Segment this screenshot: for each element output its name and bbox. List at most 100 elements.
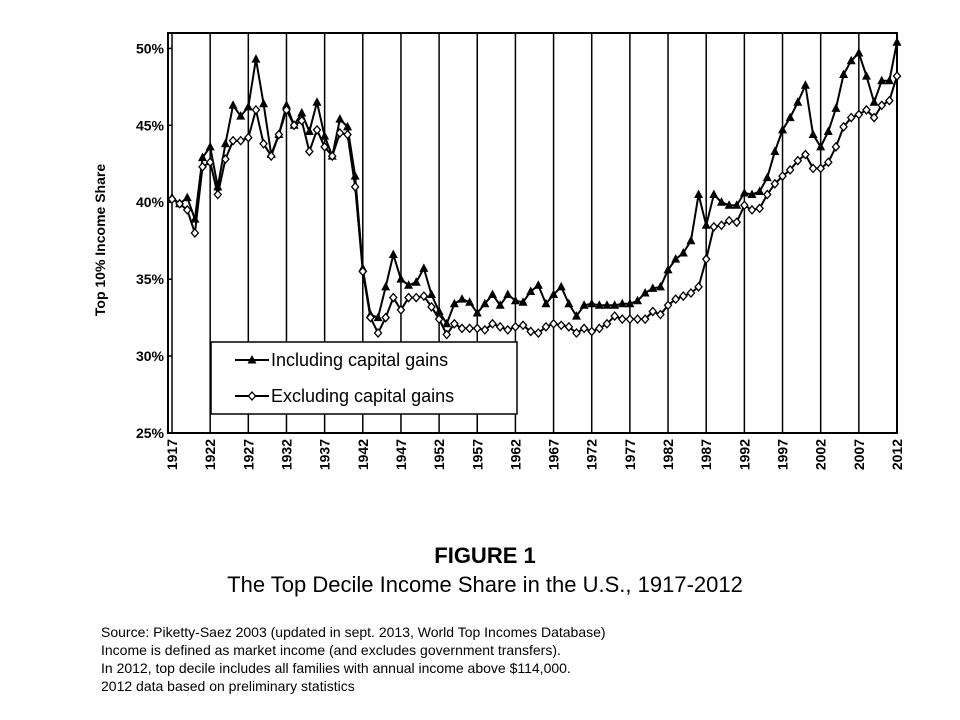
marker-triangle <box>678 248 688 257</box>
marker-triangle <box>671 254 681 263</box>
marker-triangle <box>526 286 536 295</box>
marker-triangle <box>198 152 208 162</box>
x-tick-label: 2007 <box>851 439 867 470</box>
x-tick-label: 1997 <box>775 439 791 470</box>
marker-triangle <box>793 97 803 106</box>
x-tick-label: 1992 <box>736 439 752 470</box>
x-tick-label: 1982 <box>660 439 676 470</box>
marker-diamond <box>247 391 257 401</box>
marker-triangle <box>495 300 505 309</box>
marker-diamond <box>656 309 665 320</box>
y-tick-label: 30% <box>136 348 165 364</box>
marker-diamond <box>266 151 276 162</box>
marker-triangle <box>251 54 261 63</box>
x-tick-label: 1942 <box>355 439 371 470</box>
marker-triangle <box>839 69 849 79</box>
x-tick-label: 1922 <box>202 439 218 470</box>
marker-diamond <box>877 100 887 111</box>
marker-diamond <box>816 163 826 174</box>
marker-diamond <box>228 135 238 146</box>
marker-diamond <box>541 321 551 332</box>
marker-diamond <box>366 312 375 323</box>
marker-diamond <box>801 149 810 160</box>
marker-triangle <box>442 318 452 328</box>
marker-triangle <box>404 280 414 289</box>
marker-diamond <box>495 321 505 332</box>
marker-diamond <box>602 318 612 329</box>
marker-triangle <box>281 100 291 109</box>
marker-triangle <box>297 108 307 117</box>
x-tick-label: 1927 <box>240 439 256 470</box>
marker-triangle <box>259 98 269 108</box>
marker-triangle <box>396 274 406 283</box>
marker-triangle <box>816 141 826 151</box>
marker-diamond <box>457 323 467 334</box>
marker-diamond <box>396 304 406 315</box>
marker-diamond <box>236 135 246 146</box>
marker-triangle <box>663 264 673 274</box>
marker-diamond <box>854 109 864 120</box>
marker-triangle <box>449 298 459 308</box>
marker-triangle <box>411 277 421 286</box>
marker-triangle <box>243 101 253 111</box>
x-tick-label: 1957 <box>469 439 485 470</box>
marker-triangle <box>724 200 734 209</box>
marker-triangle <box>220 138 230 148</box>
marker-triangle <box>602 300 612 309</box>
marker-diamond <box>885 95 894 106</box>
marker-triangle <box>861 71 871 80</box>
marker-triangle <box>472 308 482 317</box>
marker-diamond <box>617 314 627 325</box>
marker-diamond <box>648 306 658 317</box>
marker-diamond <box>335 128 345 138</box>
marker-triangle <box>617 298 627 308</box>
marker-diamond <box>793 155 803 166</box>
marker-diamond <box>259 138 268 149</box>
marker-diamond <box>839 121 848 132</box>
marker-triangle <box>892 37 902 46</box>
marker-diamond <box>411 292 421 303</box>
marker-diamond <box>869 112 879 123</box>
marker-diamond <box>518 320 528 331</box>
marker-diamond <box>251 104 261 115</box>
marker-diamond <box>419 291 429 302</box>
marker-triangle <box>373 312 383 322</box>
marker-triangle <box>320 131 330 140</box>
marker-triangle <box>633 295 643 305</box>
marker-triangle <box>510 295 520 305</box>
marker-triangle <box>785 112 795 122</box>
marker-triangle <box>778 124 788 134</box>
marker-triangle <box>480 298 490 308</box>
x-tick-label: 1937 <box>317 439 333 470</box>
marker-diamond <box>823 157 833 168</box>
marker-diamond <box>686 288 696 298</box>
marker-triangle <box>335 114 345 123</box>
marker-triangle <box>564 298 574 308</box>
marker-triangle <box>709 189 719 199</box>
marker-diamond <box>289 120 299 131</box>
y-tick-label: 50% <box>136 40 165 56</box>
marker-diamond <box>610 311 619 322</box>
marker-triangle <box>205 141 215 151</box>
marker-triangle <box>739 188 749 197</box>
plot-frame <box>167 32 898 434</box>
figure-label: FIGURE 1 <box>434 543 535 568</box>
note: Source: Piketty-Saez 2003 (updated in se… <box>101 624 606 640</box>
marker-triangle <box>762 172 772 182</box>
marker-diamond <box>579 323 589 334</box>
marker-triangle <box>846 55 856 65</box>
marker-triangle <box>610 300 620 309</box>
x-tick-label: 1972 <box>584 439 600 470</box>
marker-diamond <box>717 220 726 231</box>
marker-triangle <box>503 289 513 299</box>
marker-diamond <box>434 314 444 325</box>
marker-diamond <box>831 141 841 152</box>
note: In 2012, top decile includes all familie… <box>101 660 571 676</box>
marker-triangle <box>770 146 780 155</box>
marker-diamond <box>724 215 734 226</box>
marker-triangle <box>571 311 581 320</box>
marker-diamond <box>694 281 703 292</box>
marker-diamond <box>243 132 253 143</box>
marker-diamond <box>182 204 192 215</box>
marker-triangle <box>854 48 864 57</box>
